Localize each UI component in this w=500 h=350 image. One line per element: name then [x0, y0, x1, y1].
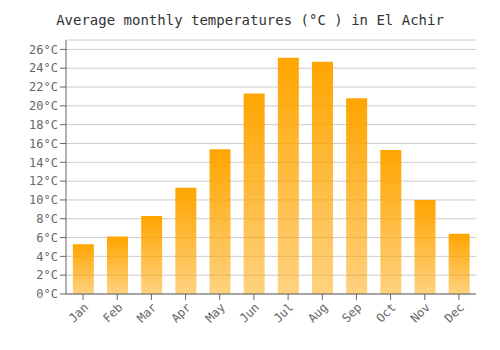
svg-text:12°C: 12°C	[29, 174, 58, 188]
svg-text:Nov: Nov	[408, 300, 433, 325]
svg-text:Jun: Jun	[237, 300, 262, 325]
svg-text:Jan: Jan	[66, 300, 91, 325]
svg-text:18°C: 18°C	[29, 118, 58, 132]
svg-text:16°C: 16°C	[29, 137, 58, 151]
svg-text:0°C: 0°C	[36, 287, 58, 301]
svg-text:20°C: 20°C	[29, 99, 58, 113]
svg-text:2°C: 2°C	[36, 268, 58, 282]
svg-text:Aug: Aug	[305, 300, 330, 325]
svg-text:Oct: Oct	[373, 300, 398, 325]
svg-text:4°C: 4°C	[36, 250, 58, 264]
svg-text:22°C: 22°C	[29, 80, 58, 94]
svg-text:Dec: Dec	[442, 300, 467, 325]
svg-text:Jul: Jul	[271, 300, 296, 325]
svg-text:Sep: Sep	[339, 300, 364, 325]
svg-text:Feb: Feb	[100, 300, 125, 325]
svg-text:Apr: Apr	[168, 300, 193, 325]
svg-text:24°C: 24°C	[29, 61, 58, 75]
svg-text:26°C: 26°C	[29, 43, 58, 57]
svg-text:May: May	[203, 300, 228, 325]
svg-text:6°C: 6°C	[36, 231, 58, 245]
svg-text:14°C: 14°C	[29, 156, 58, 170]
svg-text:10°C: 10°C	[29, 193, 58, 207]
svg-text:Mar: Mar	[134, 300, 159, 325]
html-text:Average monthly temperatures (: Average monthly temperatures (°C ) in El…	[56, 12, 444, 28]
svg-text:8°C: 8°C	[36, 212, 58, 226]
